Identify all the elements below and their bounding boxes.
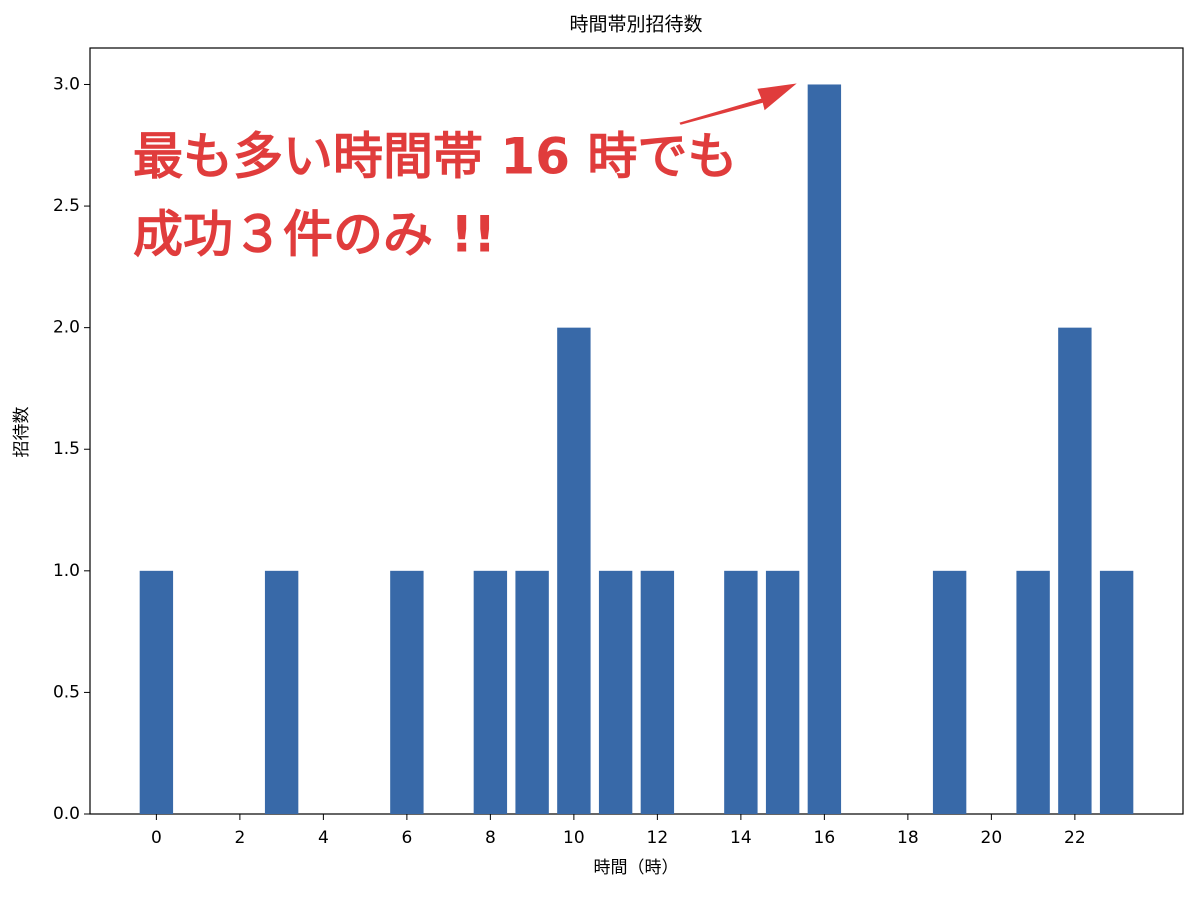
bar (473, 570, 508, 814)
x-axis-label: 時間（時） (594, 858, 679, 878)
bar (640, 570, 675, 814)
bar (1016, 570, 1050, 814)
x-tick-label: 2 (234, 828, 245, 848)
x-tick-label: 16 (814, 828, 836, 848)
bar (932, 570, 967, 814)
bar (139, 570, 174, 814)
bar (557, 327, 591, 814)
chart-title: 時間帯別招待数 (569, 14, 702, 36)
x-tick-label: 14 (730, 828, 752, 848)
y-tick-label: 1.5 (53, 439, 80, 459)
y-tick-label: 1.0 (53, 561, 80, 581)
y-tick-label: 2.0 (53, 318, 80, 338)
annotation-text: 最も多い時間帯 16 時でも (133, 128, 737, 186)
x-tick-label: 10 (563, 828, 585, 848)
bar (1058, 327, 1092, 814)
y-tick-label: 0.0 (53, 804, 80, 824)
annotation-arrow (676, 80, 804, 128)
x-tick-label: 6 (401, 828, 412, 848)
y-axis-label: 招待数 (12, 407, 32, 458)
bar (1099, 570, 1134, 814)
bar (264, 570, 299, 814)
bar (807, 84, 842, 814)
bar (724, 570, 758, 814)
y-tick-label: 3.0 (53, 74, 80, 94)
x-tick-label: 8 (485, 828, 496, 848)
bar (765, 570, 800, 814)
bar (390, 570, 424, 814)
bar (598, 570, 633, 814)
annotation-text: 成功３件のみ !! (133, 206, 496, 264)
y-tick-label: 0.5 (53, 682, 80, 702)
plot-frame (89, 47, 1184, 815)
x-tick-label: 22 (1064, 828, 1086, 848)
x-tick-label: 18 (897, 828, 919, 848)
x-tick-label: 0 (151, 828, 162, 848)
x-tick-label: 12 (647, 828, 669, 848)
bar (515, 570, 549, 814)
x-tick-label: 4 (318, 828, 329, 848)
x-tick-label: 20 (981, 828, 1003, 848)
y-tick-label: 2.5 (53, 196, 80, 216)
